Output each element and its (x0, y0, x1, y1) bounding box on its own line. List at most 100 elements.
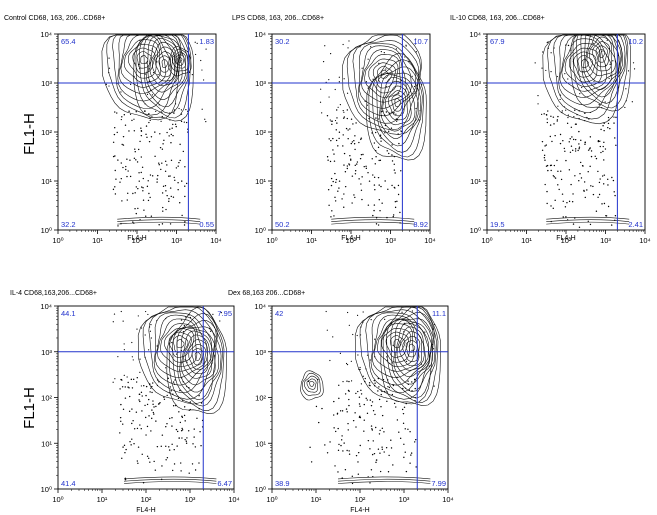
contour-line (385, 331, 409, 358)
figure-ylabel-top: FL1-H (21, 113, 38, 155)
x-axis-label: FL4-H (127, 235, 146, 242)
event-dot (152, 71, 155, 74)
event-dot (144, 110, 146, 112)
event-dot (597, 196, 599, 198)
event-dot (148, 349, 150, 351)
event-dot (359, 157, 362, 160)
event-dot (147, 180, 149, 182)
event-dot (360, 189, 363, 192)
event-dot (367, 204, 370, 206)
event-dot (178, 437, 180, 439)
event-dot (584, 143, 586, 146)
event-dot (333, 427, 335, 429)
event-dot (137, 462, 139, 464)
event-dot (165, 208, 167, 211)
event-dot (192, 443, 194, 445)
y-tick-label: 10⁴ (40, 302, 52, 311)
quadrant-upper-right: 10.7 (413, 37, 428, 46)
event-dot (355, 392, 357, 395)
event-dot (164, 160, 167, 162)
contour-line (408, 343, 416, 353)
event-dot (114, 193, 117, 195)
event-dot (343, 442, 345, 444)
contour-line (194, 351, 202, 361)
event-dot (141, 395, 143, 397)
event-dot (613, 116, 615, 118)
event-dot (398, 142, 400, 145)
event-dot (603, 159, 605, 161)
event-dot (605, 215, 608, 217)
event-dot (181, 427, 183, 430)
event-dot (144, 404, 146, 407)
event-dot (414, 378, 416, 381)
event-dot (550, 169, 552, 172)
event-dot (191, 463, 194, 465)
contour-line (379, 74, 419, 139)
event-dot (152, 400, 154, 402)
event-dot (148, 192, 150, 195)
event-dot (375, 461, 377, 464)
event-dot (127, 170, 129, 172)
event-dot (387, 188, 389, 190)
event-dot (328, 204, 330, 207)
event-dot (374, 338, 376, 340)
quadrant-lower-right: 6.47 (217, 479, 232, 488)
event-dot (337, 145, 339, 147)
event-dot (117, 356, 119, 358)
contour-line (146, 35, 186, 100)
event-dot (332, 137, 334, 140)
quadrant-lower-left: 41.4 (61, 479, 76, 488)
event-dot (348, 453, 351, 455)
event-dot (123, 343, 125, 345)
event-dot (135, 186, 138, 188)
event-dot (550, 164, 553, 167)
event-dot (374, 382, 376, 384)
event-dot (178, 411, 180, 413)
event-dot (350, 159, 352, 161)
event-dot (347, 311, 349, 314)
event-dot (566, 122, 569, 125)
event-dot (179, 421, 182, 424)
event-dot (578, 130, 580, 133)
event-dot (108, 67, 111, 69)
event-dot (153, 413, 155, 415)
event-dot (346, 449, 348, 452)
event-dot (139, 400, 141, 403)
panel-title: LPS CD68, 163, 206...CD68+ (232, 15, 324, 22)
event-dot (345, 408, 348, 410)
event-dot (575, 123, 577, 125)
event-dot (200, 445, 202, 447)
event-dot (322, 61, 325, 63)
event-dot (129, 441, 131, 443)
event-dot (160, 120, 162, 123)
y-tick-label: 10⁴ (469, 30, 481, 39)
event-dot (589, 136, 592, 138)
event-dot (183, 406, 186, 408)
event-dot (370, 46, 372, 48)
x-tick-label: 10⁴ (639, 236, 651, 245)
event-dot (157, 174, 159, 177)
event-dot (179, 202, 181, 204)
event-dot (196, 417, 198, 419)
event-dot (168, 200, 170, 203)
event-dot (114, 186, 116, 188)
event-dot (399, 437, 402, 440)
event-dot (325, 310, 327, 313)
event-dot (134, 207, 136, 210)
event-dot (146, 93, 149, 95)
event-dot (178, 161, 180, 164)
contour-line (386, 312, 437, 399)
event-dot (131, 119, 133, 122)
event-dot (380, 51, 382, 53)
event-dot (377, 390, 379, 392)
event-dot (193, 428, 195, 430)
event-dot (357, 451, 360, 454)
event-dot (113, 313, 116, 315)
event-dot (154, 469, 157, 471)
event-dot (130, 83, 132, 85)
event-dot (117, 225, 119, 227)
event-dot (183, 224, 186, 226)
event-dot (123, 349, 125, 351)
contour-line (342, 34, 422, 135)
event-dot (385, 447, 388, 449)
